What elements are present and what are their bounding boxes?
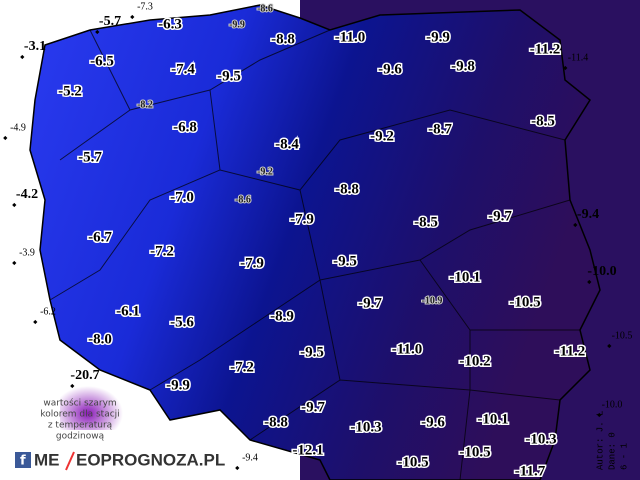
temperature-label: -8.5 bbox=[531, 113, 555, 129]
temperature-label: -9.5 bbox=[333, 253, 357, 269]
temperature-label: -20.7 bbox=[70, 368, 99, 383]
temperature-label: -9.7 bbox=[358, 295, 382, 311]
temperature-label: -10.0 bbox=[602, 399, 623, 410]
station-marker bbox=[12, 202, 17, 208]
station-marker bbox=[235, 465, 240, 471]
temperature-label: -5.7 bbox=[99, 14, 121, 29]
temperature-label: -12.1 bbox=[292, 442, 323, 458]
temperature-label: -10.0 bbox=[587, 264, 616, 279]
temperature-label: -6.3 bbox=[158, 16, 182, 32]
temperature-label: -9.2 bbox=[370, 128, 394, 144]
temperature-label: -10.2 bbox=[459, 353, 490, 369]
temperature-label: -9.9 bbox=[166, 377, 190, 393]
temperature-label: -8.8 bbox=[335, 181, 359, 197]
facebook-f: f bbox=[20, 454, 26, 469]
temperature-label: -8.6 bbox=[235, 194, 251, 205]
temperature-label: -4.2 bbox=[16, 187, 38, 202]
temperature-label: -6.1 bbox=[116, 303, 140, 319]
temperature-label: -9.5 bbox=[217, 68, 241, 84]
temperature-label: -9.9 bbox=[426, 29, 450, 45]
temperature-label: -5.7 bbox=[78, 149, 102, 165]
temperature-label: -4.9 bbox=[10, 122, 26, 133]
temperature-label: -9.4 bbox=[242, 452, 258, 463]
temperature-label: -8.2 bbox=[137, 99, 153, 110]
temperature-label: -10.3 bbox=[350, 419, 381, 435]
temperature-label: -7.2 bbox=[230, 359, 254, 375]
temperature-label: -11.7 bbox=[515, 463, 546, 479]
temperature-label: -8.8 bbox=[264, 414, 288, 430]
temperature-label: -3.9 bbox=[19, 247, 35, 258]
temperature-label: -8.8 bbox=[271, 31, 295, 47]
temperature-label: -10.5 bbox=[459, 444, 490, 460]
temperature-label: -9.7 bbox=[301, 399, 325, 415]
legend-line: z temperaturą bbox=[48, 421, 113, 431]
temperature-label: -10.5 bbox=[397, 454, 428, 470]
legend-line: wartości szarym bbox=[43, 398, 116, 409]
temperature-label: -10.1 bbox=[449, 269, 480, 285]
station-marker bbox=[12, 260, 17, 266]
temperature-label: -10.5 bbox=[612, 330, 633, 341]
temperature-label: -11.4 bbox=[568, 52, 588, 63]
station-marker bbox=[20, 54, 25, 60]
station-marker bbox=[33, 319, 38, 325]
temperature-label: -10.9 bbox=[422, 295, 443, 306]
temperature-label: -8.9 bbox=[270, 308, 294, 324]
credit-line: Autor: J. L bbox=[595, 411, 605, 470]
temperature-label: -7.4 bbox=[171, 61, 195, 77]
temperature-label: -8.4 bbox=[275, 136, 299, 152]
logo-left: ME bbox=[34, 450, 60, 469]
temperature-label: -8.5 bbox=[414, 214, 438, 230]
logo-slash bbox=[65, 451, 75, 471]
temperature-label: -5.6 bbox=[170, 314, 194, 330]
temperature-label: -7.9 bbox=[240, 255, 264, 271]
temperature-label: -9.2 bbox=[257, 166, 273, 177]
temperature-label: -8.7 bbox=[428, 121, 452, 137]
temperature-label: -5.2 bbox=[58, 83, 82, 99]
legend-line: kolorem dla stacji bbox=[40, 410, 119, 420]
temperature-label: -10.1 bbox=[477, 411, 508, 427]
temperature-label: -6.5 bbox=[90, 53, 114, 69]
temperature-label: -8.6 bbox=[257, 3, 273, 14]
temperature-label: -7.9 bbox=[290, 211, 314, 227]
legend-line: godzinową bbox=[56, 432, 105, 442]
mountain-shade bbox=[60, 320, 200, 430]
temperature-label: -11.0 bbox=[335, 29, 365, 45]
temperature-label: -9.4 bbox=[577, 207, 599, 222]
credit-line: 6 - 1 bbox=[619, 443, 629, 470]
temperature-label: -11.0 bbox=[392, 341, 422, 357]
facebook-icon bbox=[15, 452, 31, 468]
temperature-label: -11.2 bbox=[555, 343, 585, 359]
logo-right: EOPROGNOZA.PL bbox=[76, 450, 225, 469]
temperature-label: -9.6 bbox=[421, 414, 445, 430]
temperature-label: -10.5 bbox=[509, 294, 540, 310]
temperature-label: -9.8 bbox=[451, 58, 475, 74]
temperature-label: -6.8 bbox=[173, 119, 197, 135]
temperature-label: -6.2 bbox=[40, 306, 56, 317]
temperature-label: -6.7 bbox=[88, 229, 112, 245]
temperature-label: -9.7 bbox=[488, 208, 512, 224]
temperature-label: -9.9 bbox=[229, 19, 245, 30]
temperature-label: -9.6 bbox=[378, 61, 402, 77]
temperature-label: -8.0 bbox=[88, 331, 112, 347]
station-marker bbox=[130, 14, 135, 20]
temperature-label: -3.1 bbox=[24, 39, 46, 54]
temperature-label: -7.0 bbox=[170, 189, 194, 205]
region-borders bbox=[49, 29, 580, 480]
temperature-label: -11.2 bbox=[530, 41, 560, 57]
credit-line: Dane: 0 bbox=[607, 432, 617, 470]
station-marker bbox=[3, 135, 8, 141]
temperature-label: -9.5 bbox=[300, 344, 324, 360]
logo: f ME EOPROGNOZA.PL bbox=[15, 450, 225, 471]
temperature-label: -7.2 bbox=[150, 243, 174, 259]
temperature-label: -7.3 bbox=[137, 1, 153, 12]
temperature-label: -10.3 bbox=[525, 431, 556, 447]
